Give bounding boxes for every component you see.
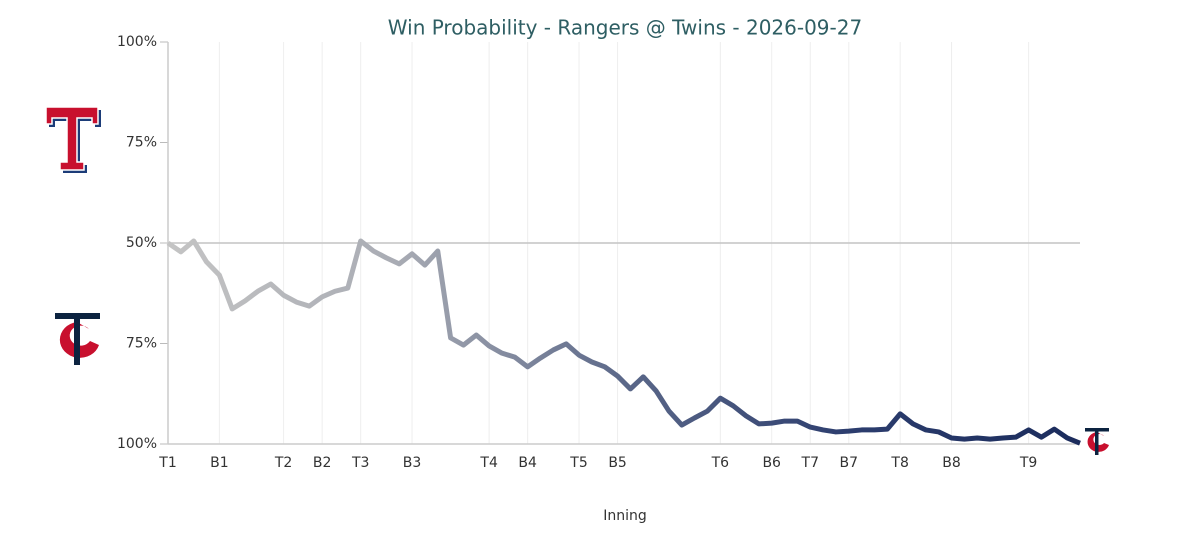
x-tick-label: B1 bbox=[210, 455, 229, 471]
x-tick-label: B2 bbox=[313, 455, 332, 471]
x-tick-label: T3 bbox=[351, 455, 369, 471]
x-tick-label: T5 bbox=[569, 455, 587, 471]
x-tick-label: B8 bbox=[942, 455, 961, 471]
twins-logo-small bbox=[1085, 428, 1109, 455]
x-tick-label: T9 bbox=[1019, 455, 1037, 471]
chart-title: Win Probability - Rangers @ Twins - 2026… bbox=[388, 16, 862, 40]
x-tick-label: T6 bbox=[711, 455, 730, 471]
win-probability-line bbox=[166, 238, 1081, 446]
y-tick-label: 100% bbox=[117, 34, 157, 50]
x-tick-label: T2 bbox=[274, 455, 292, 471]
rangers-logo bbox=[45, 106, 101, 173]
x-axis-label: Inning bbox=[603, 508, 647, 524]
x-tick-label: B4 bbox=[518, 455, 537, 471]
x-tick-label: T8 bbox=[890, 455, 908, 471]
twins-logo bbox=[55, 313, 100, 365]
x-tick-label: T7 bbox=[801, 455, 819, 471]
y-tick-label: 75% bbox=[126, 336, 157, 352]
y-tick-label: 75% bbox=[126, 135, 157, 151]
x-tick-label: B5 bbox=[608, 455, 627, 471]
x-tick-label: B7 bbox=[840, 455, 859, 471]
y-tick-label: 100% bbox=[117, 436, 157, 452]
y-tick-label: 50% bbox=[126, 235, 157, 251]
x-tick-label: T4 bbox=[479, 455, 498, 471]
x-tick-label: T1 bbox=[158, 455, 176, 471]
x-tick-label: B3 bbox=[403, 455, 422, 471]
x-tick-label: B6 bbox=[762, 455, 781, 471]
